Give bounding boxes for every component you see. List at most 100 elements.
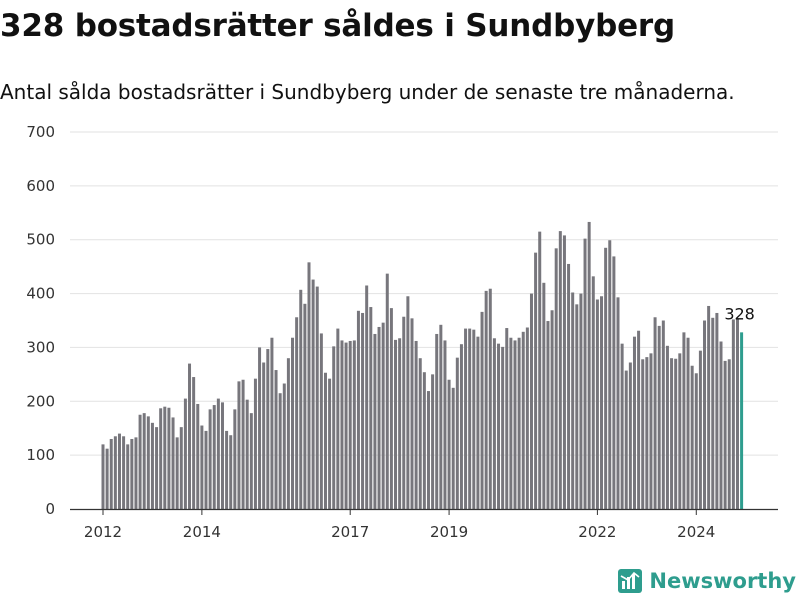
bar: [653, 317, 657, 509]
bar: [398, 338, 402, 509]
bar: [233, 409, 237, 509]
bar: [735, 319, 739, 509]
brand-name: Newsworthy: [649, 569, 796, 593]
bar: [637, 330, 641, 509]
bar: [703, 320, 707, 509]
bar: [212, 405, 216, 509]
bar: [192, 377, 196, 509]
bar: [155, 427, 159, 509]
bar: [455, 357, 459, 509]
bar: [431, 374, 435, 509]
bar: [311, 279, 315, 509]
bar: [183, 398, 187, 509]
bar: [480, 311, 484, 509]
bar: [225, 430, 229, 509]
bar: [373, 333, 377, 509]
bar: [414, 340, 418, 509]
bar: [447, 379, 451, 509]
bar: [682, 332, 686, 509]
bar: [492, 338, 496, 509]
bar: [558, 231, 562, 509]
bar: [406, 296, 410, 509]
bar: [546, 321, 550, 509]
bar: [723, 360, 727, 509]
bar: [295, 317, 299, 509]
bar: [381, 322, 385, 509]
bar: [435, 333, 439, 509]
bar: [587, 221, 591, 509]
bar: [253, 378, 257, 509]
bar: [402, 316, 406, 509]
bar: [315, 286, 319, 509]
bar: [241, 379, 245, 509]
brand: Newsworthy: [617, 568, 796, 594]
bar: [731, 319, 735, 509]
bar: [686, 337, 690, 509]
bar: [583, 238, 587, 509]
y-tick-label: 400: [26, 285, 55, 303]
bar: [369, 307, 373, 509]
bar: [464, 328, 468, 509]
bar: [377, 326, 381, 509]
bar: [567, 263, 571, 509]
chart-subtitle: Antal sålda bostadsrätter i Sundbyberg u…: [0, 80, 735, 104]
bar: [612, 256, 616, 509]
bar: [394, 339, 398, 509]
bar-chart: 0 100 200 300 400 500 600 700 2012 2014 2017 2019 2…: [26, 123, 778, 541]
bar: [356, 310, 360, 509]
bar: [216, 398, 220, 509]
bar: [278, 393, 282, 509]
bar: [707, 305, 711, 509]
bar: [365, 285, 369, 509]
bar: [410, 318, 414, 509]
bar: [501, 346, 505, 509]
bar: [282, 383, 286, 509]
x-tick-label: 2022: [578, 523, 616, 541]
bar: [237, 381, 241, 509]
bar: [509, 337, 513, 509]
bar: [426, 391, 430, 509]
bar: [476, 336, 480, 509]
bar: [641, 359, 645, 509]
bar: [497, 343, 501, 509]
bar: [303, 303, 307, 509]
bar: [122, 436, 126, 509]
bar: [418, 358, 422, 509]
bar: [571, 292, 575, 509]
bar: [196, 403, 200, 509]
bar: [340, 340, 344, 509]
bar: [472, 329, 476, 509]
bar: [542, 282, 546, 509]
newsworthy-logo-icon: [618, 569, 643, 593]
y-tick-label: 0: [45, 500, 55, 518]
bar: [101, 444, 105, 509]
bar: [361, 312, 365, 509]
bar: [200, 425, 204, 509]
bar: [554, 248, 558, 509]
bar: [521, 331, 525, 509]
bar: [323, 372, 327, 509]
x-tick-label: 2024: [677, 523, 715, 541]
bar: [443, 340, 447, 509]
bar: [171, 417, 175, 509]
bar: [270, 337, 274, 509]
bar: [698, 350, 702, 509]
bar: [591, 276, 595, 509]
bar: [258, 347, 262, 509]
bar: [138, 414, 142, 509]
bar: [336, 328, 340, 509]
y-tick-label: 200: [26, 392, 55, 410]
bar-latest: [740, 332, 744, 509]
bar: [179, 427, 183, 509]
bar: [534, 252, 538, 509]
bar: [319, 333, 323, 509]
bar: [439, 324, 443, 509]
bar: [389, 308, 393, 509]
bar: [538, 231, 542, 509]
bar: [188, 363, 192, 509]
bar: [678, 353, 682, 509]
bar: [719, 341, 723, 509]
y-tick-label: 600: [26, 177, 55, 195]
bar: [711, 317, 715, 509]
bar: [385, 273, 389, 509]
